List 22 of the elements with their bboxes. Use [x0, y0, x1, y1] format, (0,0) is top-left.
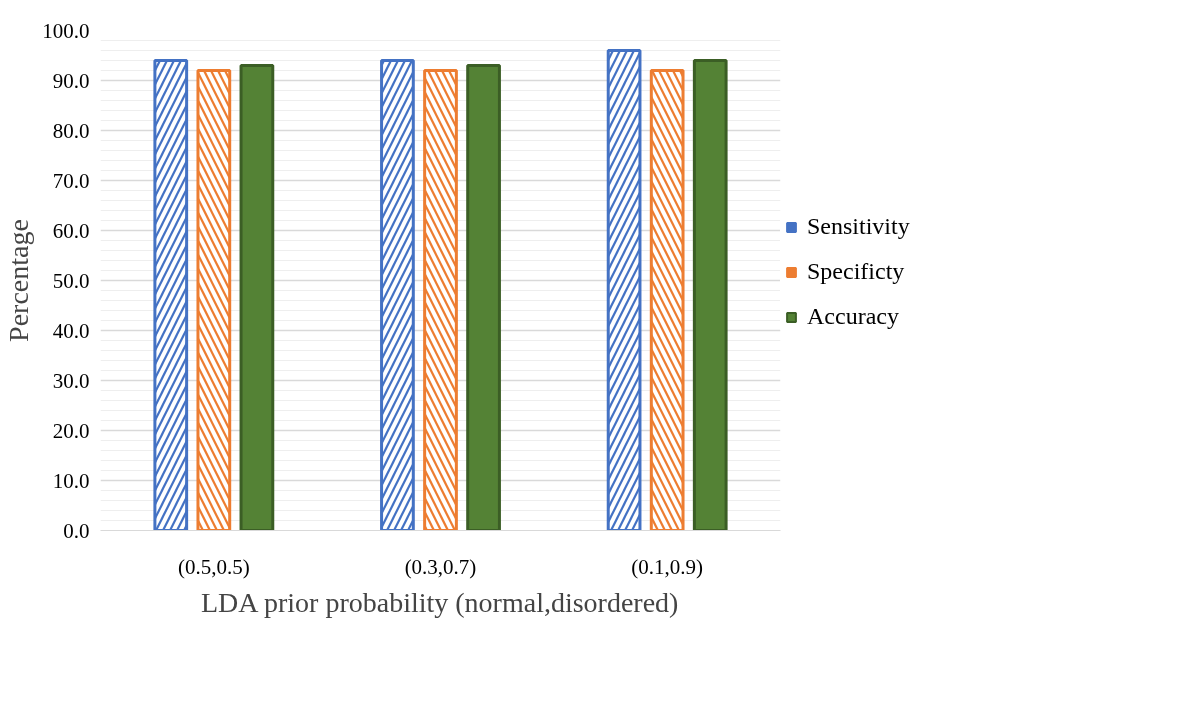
- y-tick-label: 100.0: [42, 18, 90, 43]
- x-axis-title: LDA prior probability (normal,disordered): [201, 586, 679, 618]
- legend-label: Sensitivity: [807, 213, 910, 240]
- y-axis-title: Percentage: [3, 219, 35, 342]
- y-tick-label: 70.0: [52, 168, 90, 193]
- y-tick-label: 80.0: [52, 118, 90, 143]
- y-tick-label: 50.0: [52, 268, 90, 293]
- x-tick-label: (0.5,0.5): [177, 554, 250, 579]
- x-tick-label: (0.1,0.9): [631, 554, 704, 579]
- y-tick-label: 30.0: [52, 368, 90, 393]
- y-tick-label: 10.0: [52, 468, 90, 493]
- bar: [239, 64, 275, 531]
- legend-label: Accuracy: [807, 303, 899, 330]
- y-tick-label: 20.0: [52, 418, 90, 443]
- y-tick-label: 60.0: [52, 218, 90, 243]
- y-tick-label: 0.0: [63, 518, 90, 543]
- legend-label: Specificty: [807, 258, 905, 285]
- bar: [466, 64, 501, 531]
- y-tick-label: 40.0: [52, 318, 90, 343]
- x-tick-label: (0.3,0.7): [404, 554, 477, 579]
- y-tick-label: 90.0: [52, 68, 90, 93]
- bar: [692, 59, 728, 531]
